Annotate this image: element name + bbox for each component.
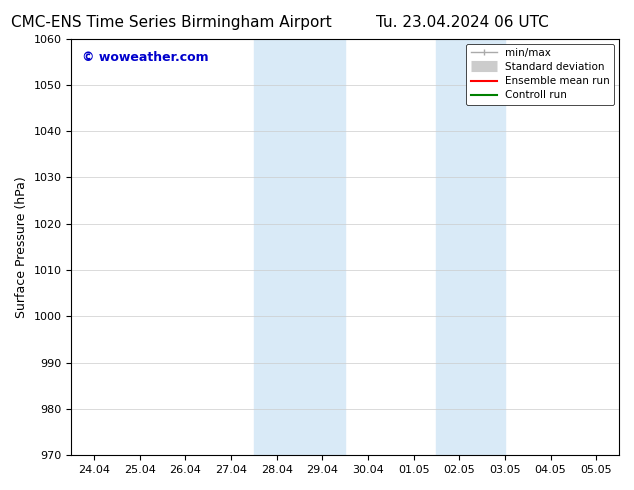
Legend: min/max, Standard deviation, Ensemble mean run, Controll run: min/max, Standard deviation, Ensemble me… bbox=[467, 44, 614, 105]
Bar bbox=[436, 39, 505, 455]
Text: Tu. 23.04.2024 06 UTC: Tu. 23.04.2024 06 UTC bbox=[377, 15, 549, 30]
Y-axis label: Surface Pressure (hPa): Surface Pressure (hPa) bbox=[15, 176, 28, 318]
Text: CMC-ENS Time Series Birmingham Airport: CMC-ENS Time Series Birmingham Airport bbox=[11, 15, 332, 30]
Bar bbox=[254, 39, 345, 455]
Text: © woweather.com: © woweather.com bbox=[82, 51, 209, 64]
